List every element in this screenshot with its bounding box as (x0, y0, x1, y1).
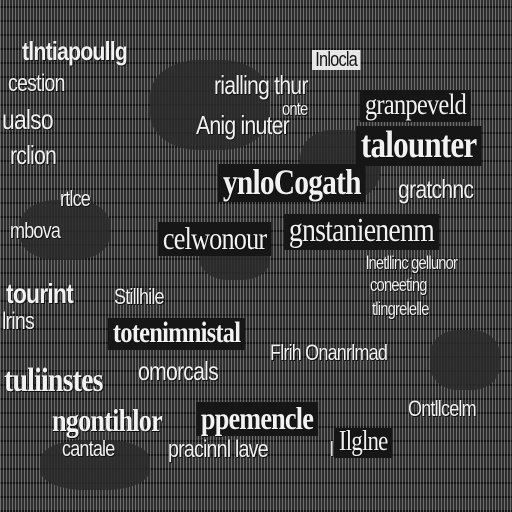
collage-word: Ilglne (334, 428, 393, 458)
collage-word: rialling thur (214, 70, 308, 100)
dark-blotch (430, 330, 500, 390)
collage-word: lnetllinc gellunor (366, 253, 458, 273)
collage-word: Flrih Onanrlmad (270, 340, 388, 365)
collage-word: mbova (10, 218, 61, 243)
collage-word: cantale (62, 436, 115, 461)
collage-word: tlntiapoullg (22, 36, 128, 66)
collage-word: Anig inuter (196, 110, 290, 140)
collage-word: rtlce (60, 186, 91, 211)
collage-word: ualso (2, 104, 54, 135)
collage-word: lrins (2, 308, 35, 335)
collage-word: talounter (356, 126, 482, 166)
collage-word: omorcals (138, 356, 219, 386)
collage-word: celwonour (158, 222, 272, 256)
collage-word: gnstanienenm (284, 214, 439, 250)
collage-word: ngontihlor (52, 402, 163, 438)
collage-word: tuliinstes (4, 362, 104, 399)
collage-word: Stillhile (114, 284, 165, 309)
collage-word: totenimnistal (108, 318, 246, 350)
collage-word: Inlocla (312, 50, 361, 70)
collage-word: Ontllcelm (408, 396, 477, 421)
collage-word: rclion (10, 140, 57, 170)
dark-blotch (150, 60, 270, 150)
collage-word: ynloCogath (218, 164, 366, 202)
collage-word: onte (282, 99, 308, 119)
collage-word: tourint (6, 278, 74, 309)
collage-word: granpeveld (360, 90, 471, 122)
collage-word: pracinnl lave (168, 436, 269, 463)
collage-word: cestion (8, 70, 65, 97)
collage-word: gratchnc (398, 174, 474, 204)
collage-word: ppemencle (196, 402, 318, 436)
dark-blotch (20, 200, 110, 260)
collage-word: coneeting (370, 275, 427, 295)
dark-blotch (40, 440, 150, 490)
collage-word: tlingrelelle (372, 299, 429, 319)
